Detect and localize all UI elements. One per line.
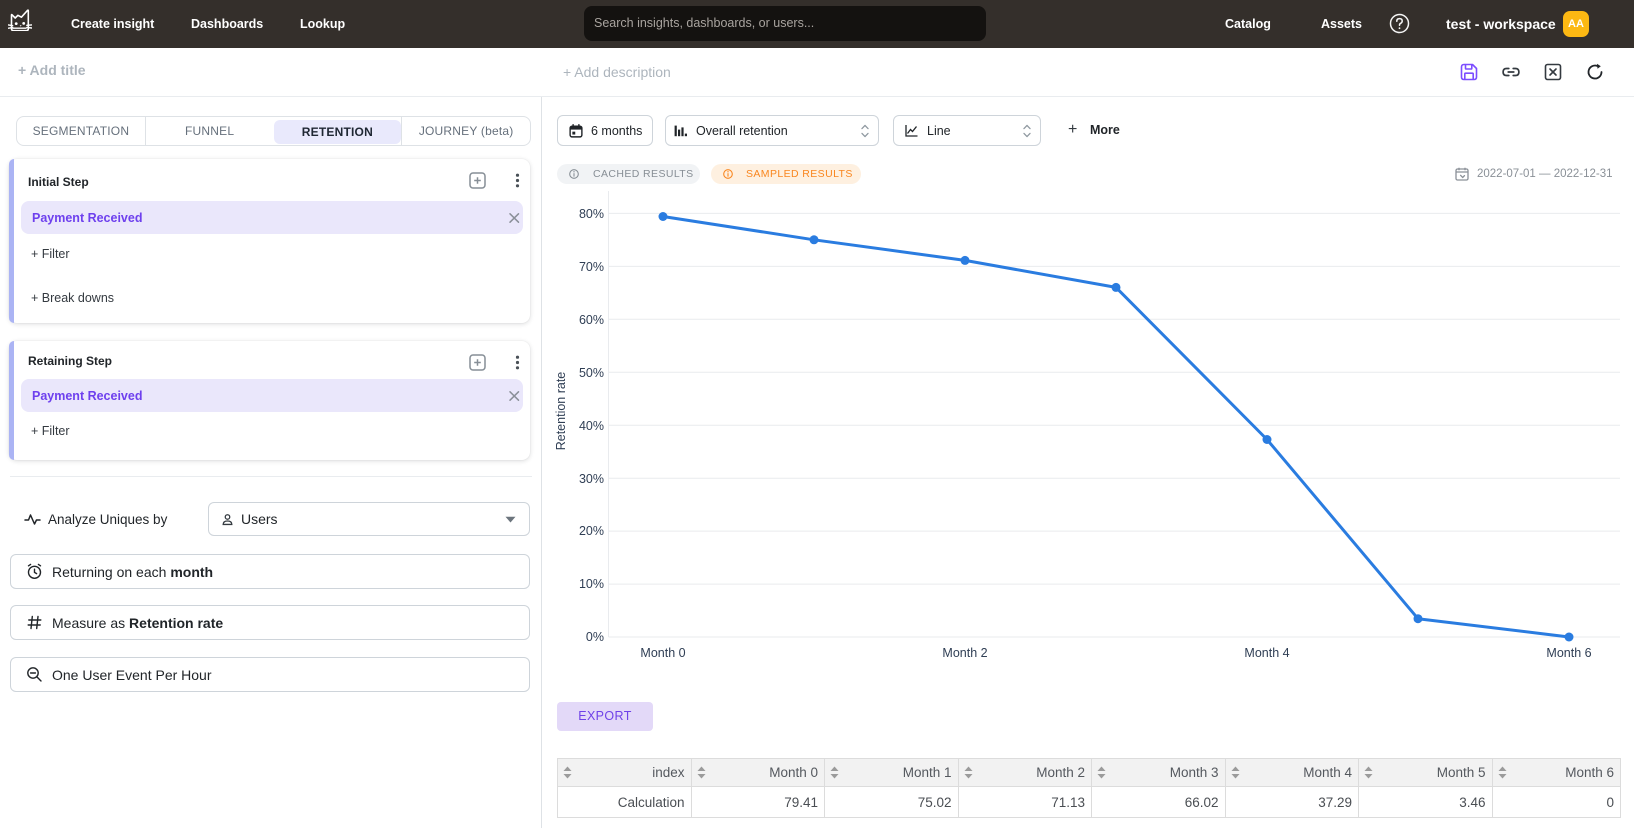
svg-text:80%: 80%	[579, 207, 604, 221]
svg-text:Month 6: Month 6	[1546, 646, 1591, 660]
svg-text:50%: 50%	[579, 366, 604, 380]
svg-text:0%: 0%	[586, 630, 604, 644]
svg-text:Month 0: Month 0	[640, 646, 685, 660]
svg-text:30%: 30%	[579, 472, 604, 486]
svg-text:20%: 20%	[579, 524, 604, 538]
svg-text:10%: 10%	[579, 577, 604, 591]
svg-text:Month 2: Month 2	[942, 646, 987, 660]
svg-text:40%: 40%	[579, 419, 604, 433]
svg-text:70%: 70%	[579, 260, 604, 274]
svg-text:60%: 60%	[579, 313, 604, 327]
svg-text:Retention rate: Retention rate	[554, 372, 568, 451]
svg-text:Month 4: Month 4	[1244, 646, 1289, 660]
